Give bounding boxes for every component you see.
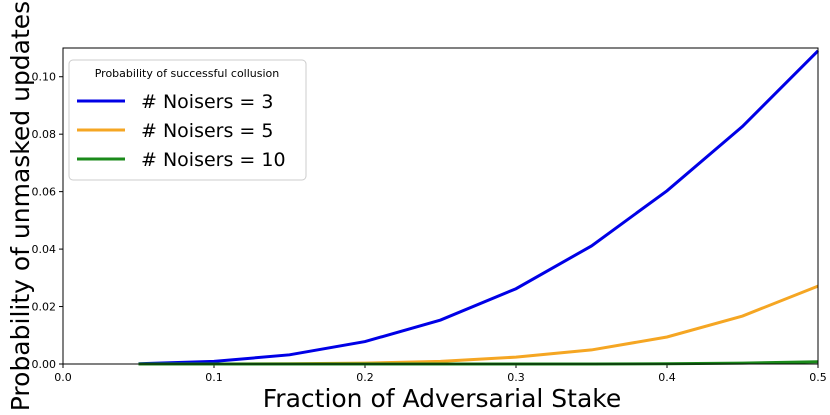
x-tick-label: 0.3 (507, 371, 525, 384)
x-tick-label: 0.2 (356, 371, 374, 384)
x-axis-label: Fraction of Adversarial Stake (263, 384, 622, 413)
y-tick-label: 0.00 (32, 358, 57, 371)
x-tick-label: 0.4 (658, 371, 676, 384)
y-tick-label: 0.04 (32, 243, 57, 256)
plot-frame (62, 47, 819, 365)
legend-box (68, 59, 307, 181)
legend-label: # Noisers = 3 (141, 91, 273, 113)
legend-title: Probability of successful collusion (95, 67, 280, 80)
x-tick-label: 0.0 (54, 371, 72, 384)
x-tick-label: 0.5 (809, 371, 827, 384)
series-line (138, 284, 819, 366)
series-line (138, 49, 820, 366)
y-tick-label: 0.10 (32, 71, 57, 84)
y-tick-label: 0.06 (32, 186, 57, 199)
legend-label: # Noisers = 5 (141, 120, 273, 142)
y-tick-label: 0.02 (32, 301, 57, 314)
legend-label: # Noisers = 10 (141, 149, 286, 171)
y-axis-label: Probability of unmasked updates (6, 1, 35, 411)
x-tick-label: 0.1 (205, 371, 223, 384)
y-tick-label: 0.08 (32, 128, 57, 141)
